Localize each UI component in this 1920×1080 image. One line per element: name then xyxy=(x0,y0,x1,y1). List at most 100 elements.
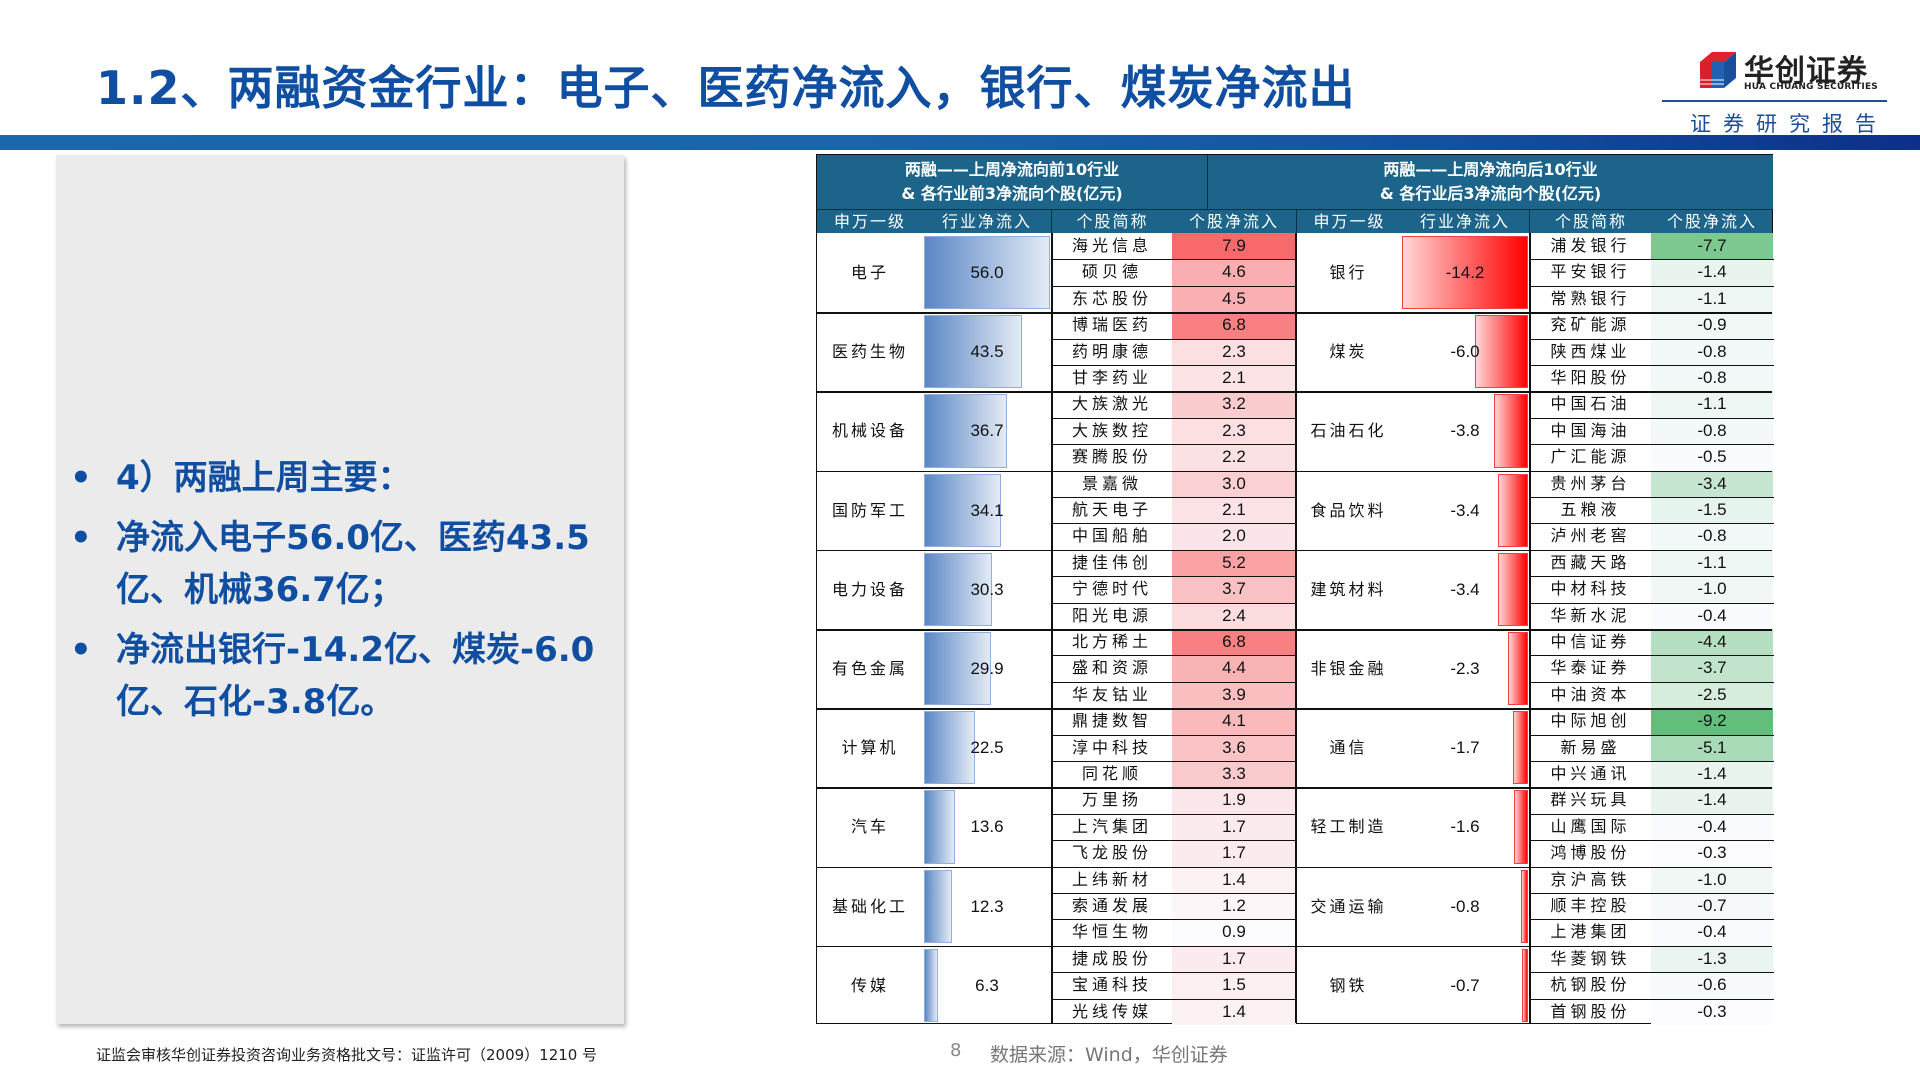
stock-flow-value: 2.0 xyxy=(1172,523,1296,550)
stock-flow-value: 6.8 xyxy=(1172,629,1296,656)
row-divider xyxy=(1051,417,1296,419)
row-divider xyxy=(1529,998,1774,1000)
row-divider xyxy=(1529,444,1774,446)
table-row-group: 传媒 6.3 钢铁 -0.7 捷成股份 1.7 华菱钢铁 -1.3 宝通科技 1.5 杭钢股份 -0.… xyxy=(817,945,1774,1025)
industry-name: 有色金属 xyxy=(831,659,908,678)
col-header-industry-right: 申万一级 xyxy=(1296,210,1402,233)
row-divider xyxy=(1051,576,1296,578)
stock-name: 大族数控 xyxy=(1071,420,1152,440)
stock-flow-value: 1.2 xyxy=(1172,892,1296,920)
stock-flow-value: -0.4 xyxy=(1651,919,1773,946)
row-divider xyxy=(1051,338,1296,340)
stock-flow-value: -0.5 xyxy=(1651,444,1773,471)
stock-name: 华新水泥 xyxy=(1550,605,1631,625)
stock-name: 中国船舶 xyxy=(1071,526,1152,546)
group-divider xyxy=(817,945,1772,948)
stock-name: 中材科技 xyxy=(1550,579,1631,599)
inflow-bar xyxy=(924,315,1022,389)
stock-flow-value: 1.9 xyxy=(1172,787,1296,814)
col-header-stock-right: 个股简称 xyxy=(1529,210,1652,233)
stock-name: 宁德时代 xyxy=(1071,579,1152,599)
stock-name: 中际旭创 xyxy=(1550,711,1631,731)
stock-flow-value: 2.2 xyxy=(1172,444,1296,471)
stock-name: 盛和资源 xyxy=(1071,658,1152,678)
row-divider xyxy=(1529,813,1774,815)
row-divider xyxy=(1051,602,1296,604)
stock-name: 同花顺 xyxy=(1081,763,1142,783)
stock-name: 中油资本 xyxy=(1550,684,1631,704)
stock-flow-value: 1.7 xyxy=(1172,840,1296,867)
row-divider xyxy=(1051,655,1296,657)
right-title-line1: 两融——上周净流向后10行业 xyxy=(1383,160,1598,179)
industry-name: 钢铁 xyxy=(1329,975,1368,995)
header-band xyxy=(0,135,1920,150)
inflow-bar xyxy=(924,790,955,864)
stock-name: 华泰证券 xyxy=(1550,658,1631,678)
industry-name: 电子 xyxy=(850,263,889,282)
table-title-right: 两融——上周净流向后10行业 & 各行业后3净流向个股(亿元) xyxy=(1207,155,1773,209)
stock-flow-value: -1.5 xyxy=(1651,496,1773,524)
group-divider xyxy=(817,391,1772,393)
inflow-bar xyxy=(924,869,952,943)
data-source: 数据来源：Wind，华创证券 xyxy=(990,1044,1228,1066)
stock-flow-value: -3.4 xyxy=(1651,470,1773,497)
outflow-bar xyxy=(1513,790,1528,864)
right-title-line2: & 各行业后3净流向个股(亿元) xyxy=(1379,184,1602,203)
table-row-group: 基础化工 12.3 交通运输 -0.8 上纬新材 1.4 京沪高铁 -1.0 索通发展 1.2 顺丰… xyxy=(817,866,1774,946)
stock-name: 甘李药业 xyxy=(1071,367,1152,387)
stock-name: 广汇能源 xyxy=(1550,447,1631,467)
stock-name: 宝通科技 xyxy=(1071,975,1152,995)
stock-name: 上汽集团 xyxy=(1071,816,1152,836)
bullet-outflow: 净流出银行-14.2亿、煤炭-6.0亿、石化-3.8亿。 xyxy=(70,624,610,728)
col-header-stock-left: 个股简称 xyxy=(1051,210,1173,233)
stock-name: 浦发银行 xyxy=(1550,236,1631,255)
inflow-bar xyxy=(924,236,1050,310)
stock-name: 阳光电源 xyxy=(1071,605,1152,625)
logo-cube-icon xyxy=(1700,52,1736,88)
industry-flow-value: 56.0 xyxy=(970,263,1004,282)
stock-flow-value: 0.9 xyxy=(1172,919,1296,946)
stock-name: 西藏天路 xyxy=(1550,552,1631,572)
stock-name: 常熟银行 xyxy=(1550,288,1631,308)
stock-flow-value: -0.4 xyxy=(1651,602,1773,629)
col-header-stockflow-left: 个股净流入 xyxy=(1188,212,1279,231)
group-divider xyxy=(817,866,1772,869)
logo-divider xyxy=(1662,100,1887,102)
row-divider xyxy=(1051,760,1296,762)
industry-name: 非银金融 xyxy=(1310,659,1387,678)
table-body: 电子 56.0 银行 -14.2 海光信息 7.9 浦发银行 -7.7 硕贝德 4.6 平安银行 -1… xyxy=(817,233,1774,1025)
row-divider xyxy=(1529,892,1774,894)
row-divider xyxy=(1529,840,1774,842)
stock-flow-value: -0.8 xyxy=(1651,417,1773,445)
row-divider xyxy=(1051,523,1296,525)
stock-flow-value: -1.3 xyxy=(1651,945,1773,973)
stock-flow-value: -0.4 xyxy=(1651,813,1773,841)
industry-flow-value: 12.3 xyxy=(970,896,1004,916)
row-divider xyxy=(1529,655,1774,657)
stock-flow-value: -7.7 xyxy=(1651,233,1773,260)
industry-flow-value: -1.7 xyxy=(1450,738,1480,758)
stock-flow-value: 3.7 xyxy=(1172,576,1296,603)
row-divider xyxy=(1529,523,1774,525)
stock-flow-value: 2.4 xyxy=(1172,602,1296,629)
industry-flow-value: -0.7 xyxy=(1450,975,1480,995)
outflow-bar xyxy=(1521,948,1528,1022)
stock-flow-value: 1.5 xyxy=(1172,972,1296,999)
stock-flow-value: -1.0 xyxy=(1651,866,1773,893)
table-row-group: 国防军工 34.1 食品饮料 -3.4 景嘉微 3.0 贵州茅台 -3.4 航天电子 2.1 五粮液… xyxy=(817,470,1774,550)
stock-flow-value: 4.5 xyxy=(1172,285,1296,313)
industry-flow-value: 29.9 xyxy=(970,659,1004,678)
stock-flow-value: 1.4 xyxy=(1172,866,1296,893)
industry-name: 基础化工 xyxy=(831,896,908,916)
stock-flow-value: -1.1 xyxy=(1651,285,1773,313)
stock-name: 中兴通讯 xyxy=(1550,763,1631,783)
outflow-bar xyxy=(1474,315,1528,389)
stock-name: 中信证券 xyxy=(1550,632,1631,651)
stock-flow-value: 3.2 xyxy=(1172,391,1296,418)
table-title-left: 两融——上周净流向前10行业 & 各行业前3净流向个股(亿元) xyxy=(817,155,1207,209)
table-row-group: 汽车 13.6 轻工制造 -1.6 万里扬 1.9 群兴玩具 -1.4 上汽集团 1.7 山鹰国际 -… xyxy=(817,787,1774,867)
row-divider xyxy=(1529,496,1774,498)
row-divider xyxy=(1051,972,1296,974)
stock-name: 华恒生物 xyxy=(1071,922,1152,942)
left-title-line2: & 各行业前3净流向个股(亿元) xyxy=(901,184,1123,203)
